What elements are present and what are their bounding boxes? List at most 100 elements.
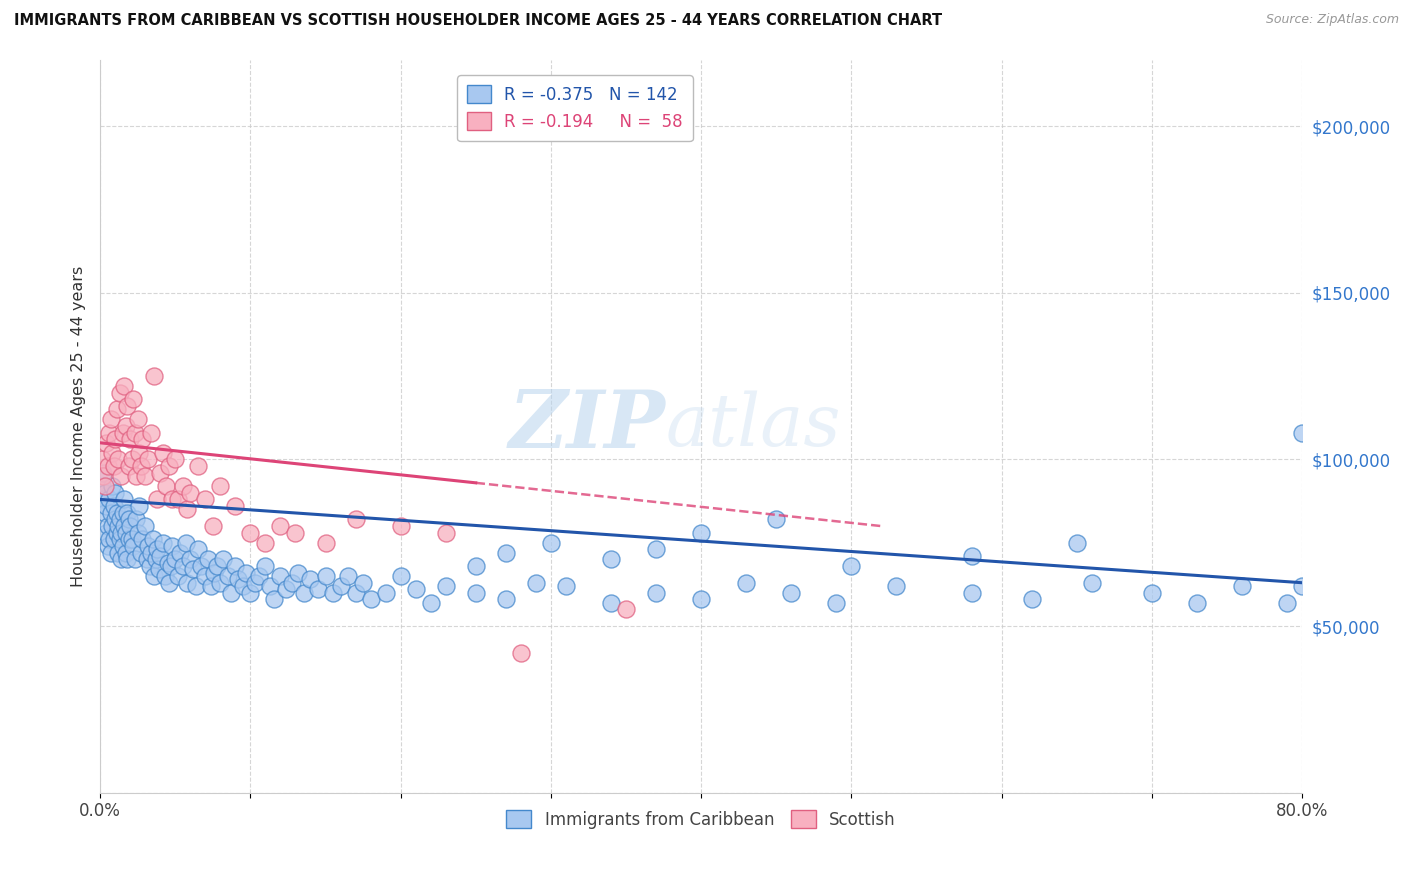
Point xyxy=(152,446,174,460)
Point xyxy=(108,533,131,547)
Point xyxy=(153,569,176,583)
Point xyxy=(93,479,115,493)
Point xyxy=(1081,575,1104,590)
Point xyxy=(129,546,152,560)
Point xyxy=(294,585,316,599)
Point xyxy=(284,525,307,540)
Point xyxy=(94,435,117,450)
Point xyxy=(179,552,201,566)
Point xyxy=(120,433,142,447)
Point xyxy=(125,469,148,483)
Point xyxy=(101,479,124,493)
Point xyxy=(495,546,517,560)
Point xyxy=(276,582,298,597)
Point xyxy=(434,579,457,593)
Point xyxy=(94,525,117,540)
Point xyxy=(121,533,143,547)
Point xyxy=(247,569,270,583)
Point xyxy=(110,552,132,566)
Point xyxy=(93,485,115,500)
Y-axis label: Householder Income Ages 25 - 44 years: Householder Income Ages 25 - 44 years xyxy=(72,266,86,587)
Point xyxy=(337,569,360,583)
Point xyxy=(112,492,135,507)
Point xyxy=(1021,592,1043,607)
Point xyxy=(115,506,138,520)
Point xyxy=(201,519,224,533)
Text: IMMIGRANTS FROM CARIBBEAN VS SCOTTISH HOUSEHOLDER INCOME AGES 25 - 44 YEARS CORR: IMMIGRANTS FROM CARIBBEAN VS SCOTTISH HO… xyxy=(14,13,942,29)
Point xyxy=(224,499,246,513)
Point xyxy=(315,535,337,549)
Point xyxy=(352,575,374,590)
Point xyxy=(143,369,166,384)
Point xyxy=(307,582,329,597)
Point xyxy=(187,542,209,557)
Point xyxy=(825,596,848,610)
Point xyxy=(128,499,150,513)
Point xyxy=(98,425,121,440)
Point xyxy=(127,525,149,540)
Point xyxy=(94,499,117,513)
Point xyxy=(217,569,239,583)
Point xyxy=(156,556,179,570)
Text: atlas: atlas xyxy=(665,391,841,461)
Point xyxy=(127,412,149,426)
Point xyxy=(149,549,172,563)
Point xyxy=(243,575,266,590)
Point xyxy=(841,559,863,574)
Point xyxy=(524,575,547,590)
Point xyxy=(179,485,201,500)
Point xyxy=(1066,535,1088,549)
Point xyxy=(138,559,160,574)
Point xyxy=(97,539,120,553)
Point xyxy=(434,525,457,540)
Point xyxy=(464,559,486,574)
Point xyxy=(131,533,153,547)
Point xyxy=(690,592,713,607)
Point xyxy=(100,506,122,520)
Point xyxy=(110,469,132,483)
Point xyxy=(100,412,122,426)
Point xyxy=(90,479,112,493)
Point xyxy=(141,425,163,440)
Point xyxy=(118,512,141,526)
Point xyxy=(112,379,135,393)
Point xyxy=(124,425,146,440)
Point xyxy=(155,479,177,493)
Point xyxy=(259,579,281,593)
Point xyxy=(181,562,204,576)
Point xyxy=(121,452,143,467)
Point xyxy=(128,446,150,460)
Text: ZIP: ZIP xyxy=(508,387,665,465)
Point xyxy=(146,542,169,557)
Point xyxy=(209,575,232,590)
Point xyxy=(136,452,159,467)
Point xyxy=(159,559,181,574)
Point xyxy=(389,569,412,583)
Point xyxy=(239,525,262,540)
Point xyxy=(141,546,163,560)
Point xyxy=(169,546,191,560)
Point xyxy=(97,459,120,474)
Point xyxy=(122,539,145,553)
Point xyxy=(134,469,156,483)
Point xyxy=(91,466,114,480)
Point xyxy=(187,459,209,474)
Point xyxy=(224,559,246,574)
Point xyxy=(645,542,668,557)
Point xyxy=(281,575,304,590)
Point xyxy=(115,399,138,413)
Point xyxy=(114,525,136,540)
Point xyxy=(645,585,668,599)
Point xyxy=(186,579,208,593)
Point xyxy=(254,535,277,549)
Point xyxy=(464,585,486,599)
Point xyxy=(389,519,412,533)
Point xyxy=(100,546,122,560)
Point xyxy=(112,519,135,533)
Point xyxy=(105,506,128,520)
Legend: Immigrants from Caribbean, Scottish: Immigrants from Caribbean, Scottish xyxy=(499,804,903,836)
Point xyxy=(176,575,198,590)
Point xyxy=(228,573,250,587)
Point xyxy=(101,446,124,460)
Point xyxy=(299,573,322,587)
